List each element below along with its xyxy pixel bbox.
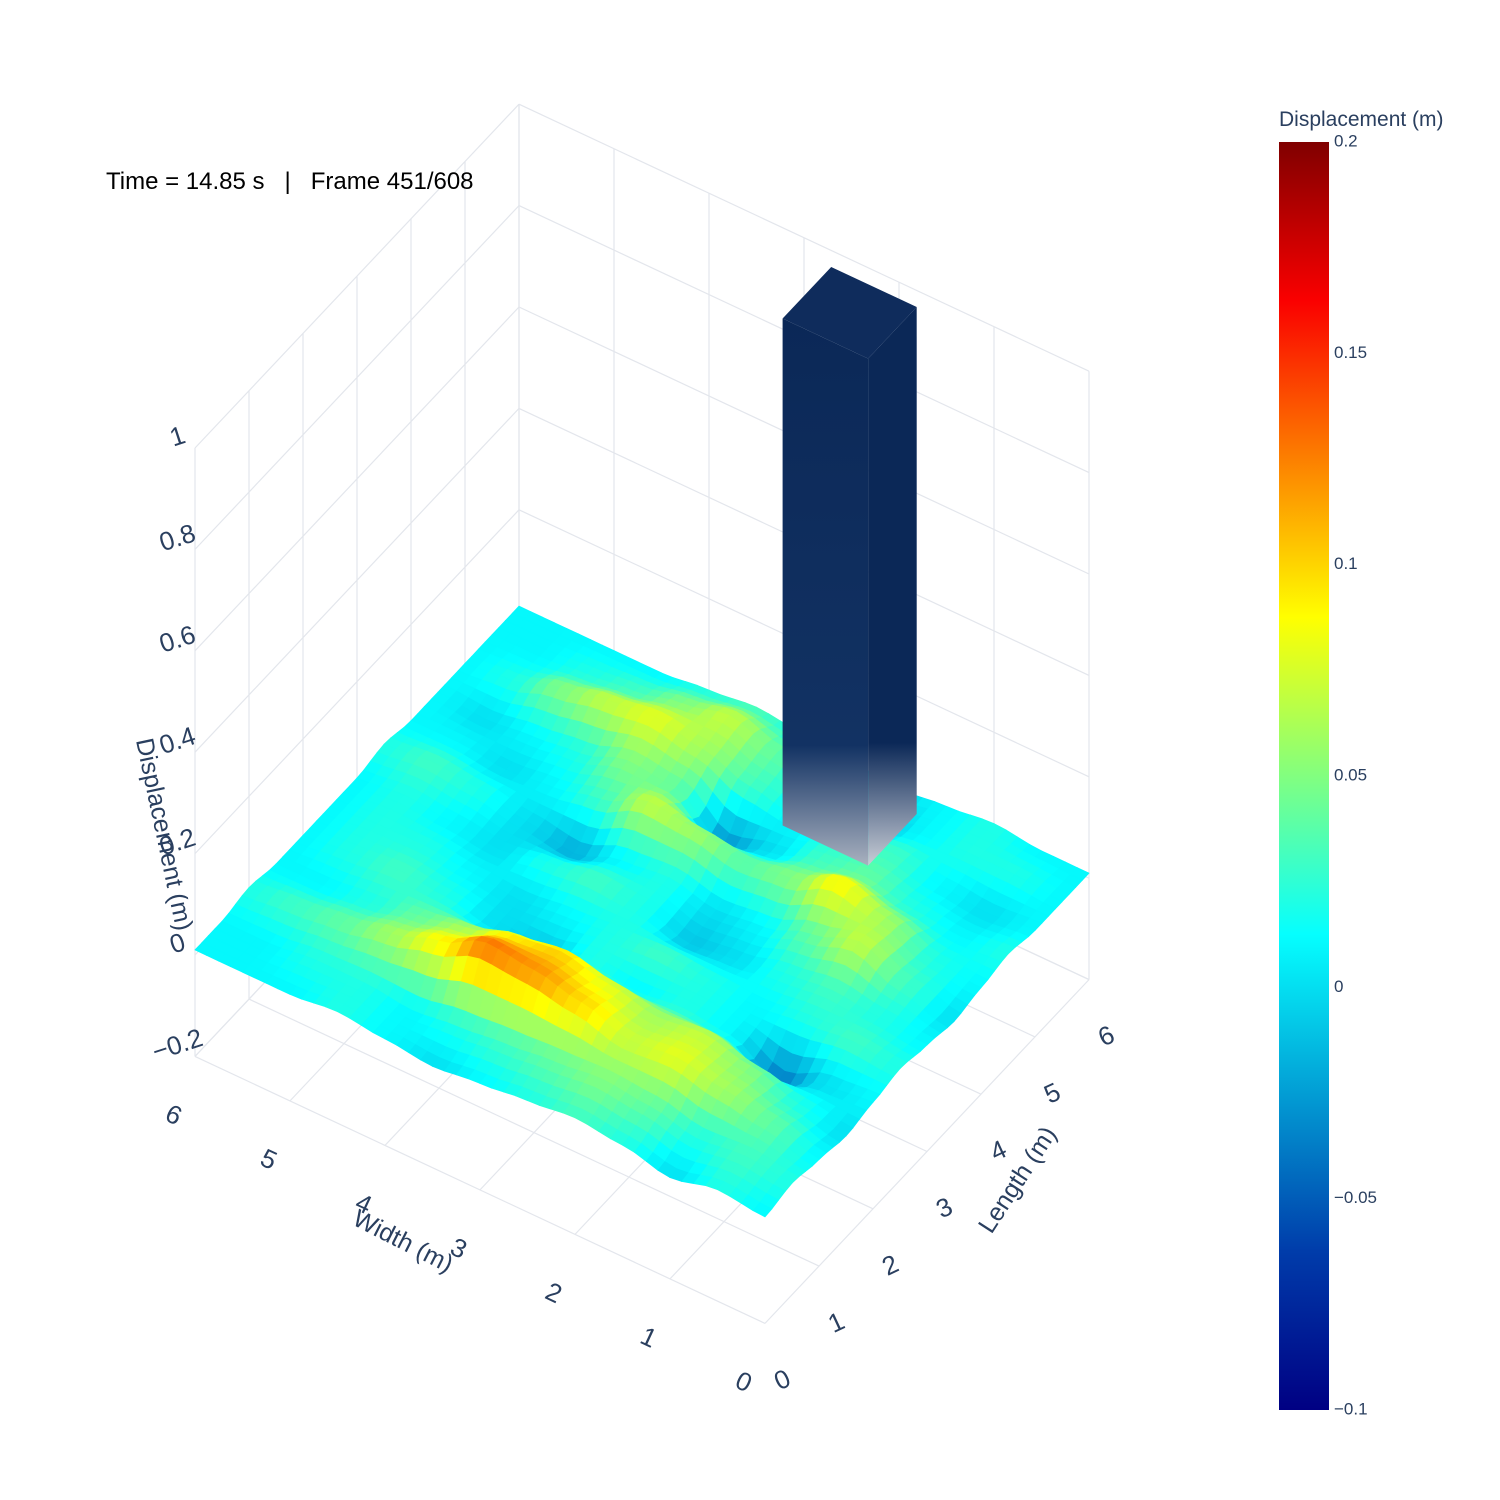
time-frame-annotation: Time = 14.85 s | Frame 451/608	[106, 168, 474, 195]
colorbar-tick-label: 0.2	[1334, 131, 1358, 150]
column-side-face	[782, 318, 869, 866]
length-tick-label: 2	[877, 1248, 903, 1281]
colorbar-tick-label: −0.1	[1334, 1399, 1368, 1418]
colorbar-tick-label: −0.05	[1334, 1188, 1377, 1207]
displacement-tick-label: −0.2	[148, 1022, 206, 1066]
length-tick-label: 0	[769, 1363, 795, 1396]
displacement-tick-label: 0.8	[156, 518, 200, 558]
column-front-face	[868, 307, 917, 866]
colorbar-tick-label: 0	[1334, 977, 1343, 996]
colorbar-title: Displacement (m)	[1279, 108, 1444, 131]
displacement-tick-label: 1	[166, 419, 189, 452]
length-tick-label: 5	[1039, 1076, 1065, 1109]
colorbar-gradient	[1279, 142, 1329, 1410]
width-tick-label: 6	[161, 1098, 187, 1131]
colorbar-tick-label: 0.05	[1334, 765, 1367, 784]
displacement-surface	[194, 605, 1090, 1218]
surface-cell	[752, 1202, 773, 1218]
displacement-tick-label: 0.6	[156, 619, 200, 659]
column-top-face	[782, 267, 917, 359]
length-tick-label: 4	[985, 1134, 1011, 1167]
width-tick-label: 5	[256, 1142, 282, 1175]
length-tick-label: 6	[1093, 1019, 1119, 1052]
length-tick-label: 1	[823, 1306, 849, 1339]
width-axis-title: Width (m)	[348, 1204, 457, 1278]
structure-column	[782, 267, 917, 866]
width-tick-label: 1	[636, 1320, 662, 1353]
length-tick-label: 3	[931, 1191, 957, 1224]
width-tick-label: 2	[541, 1276, 567, 1309]
colorbar: 0.2 0.15 0.1 0.05 0 −0.05 −0.1	[1279, 131, 1377, 1418]
width-tick-label: 0	[731, 1365, 757, 1398]
colorbar-tick-label: 0.15	[1334, 343, 1367, 362]
colorbar-tick-label: 0.1	[1334, 554, 1358, 573]
